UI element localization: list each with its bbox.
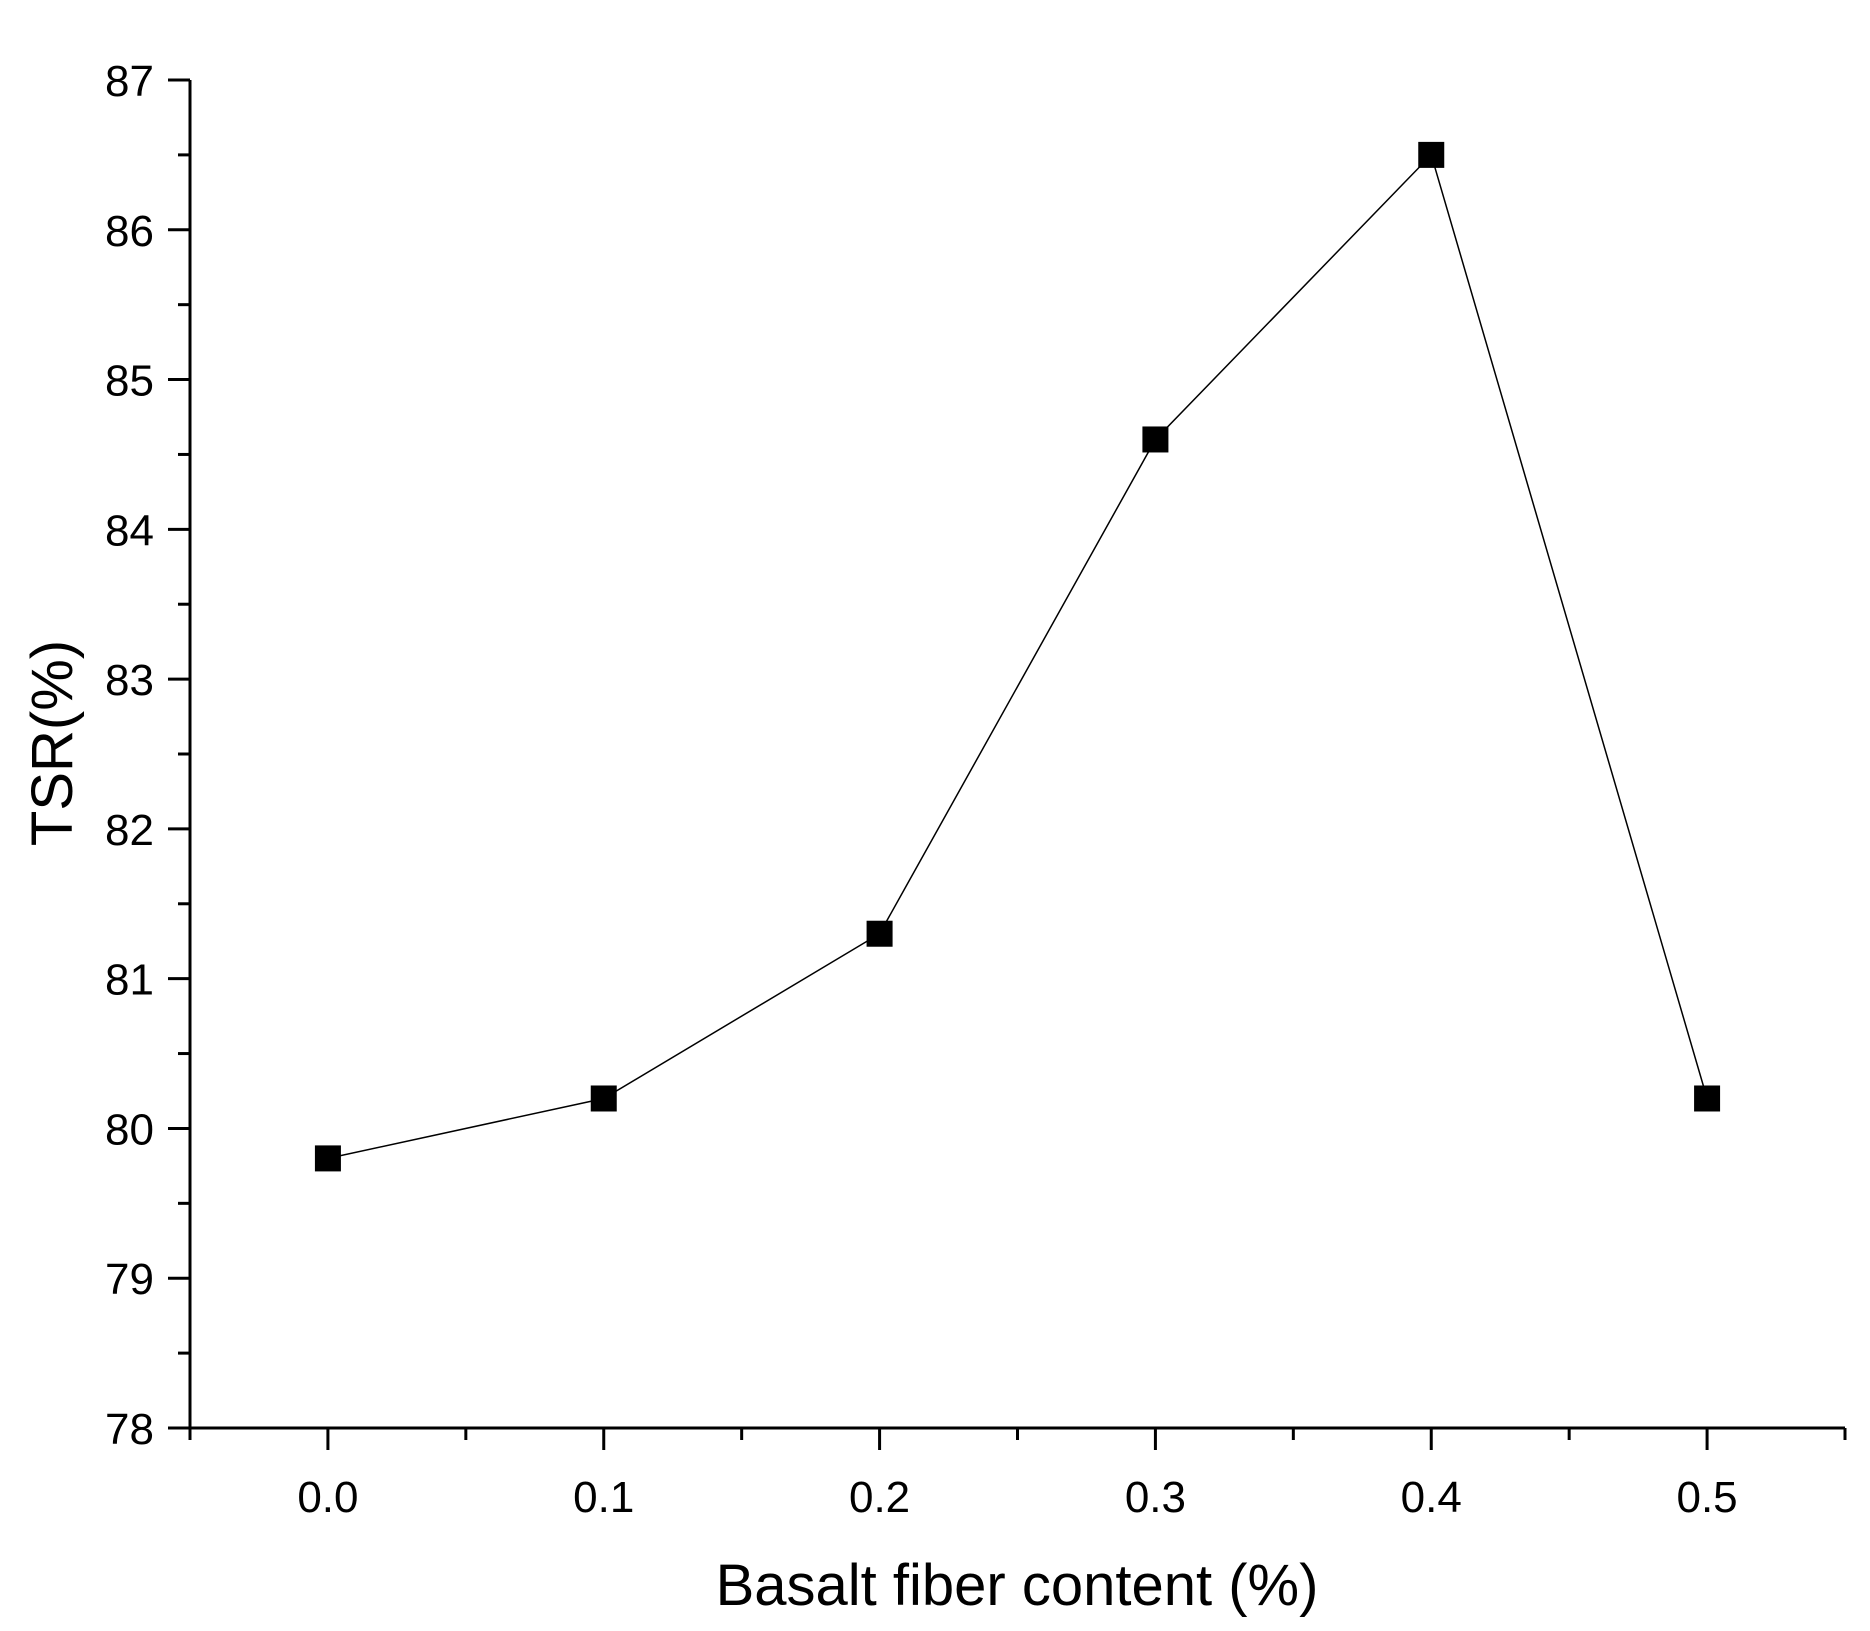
y-tick-label: 80 (105, 1105, 154, 1154)
data-point-marker (590, 1085, 617, 1112)
tick-labels: 78 79 80 81 82 83 84 85 86 87 0.0 0.1 0.2 0.3 0.4 0.5 (105, 57, 1738, 1522)
series-line (327, 153, 1708, 1160)
data-point-marker (866, 920, 893, 947)
x-tick-label: 0.3 (1125, 1473, 1186, 1522)
data-point-marker (1418, 141, 1445, 168)
y-tick-label: 84 (105, 506, 154, 555)
y-tick-label: 87 (105, 57, 154, 106)
y-tick-label: 78 (105, 1405, 154, 1454)
y-tick-label: 86 (105, 207, 154, 256)
data-point-marker (314, 1145, 341, 1172)
data-series (314, 141, 1721, 1172)
tick-marks (168, 78, 1847, 1450)
y-tick-label: 82 (105, 806, 154, 855)
x-axis-title: Basalt fiber content (%) (716, 1553, 1319, 1618)
x-tick-label: 0.4 (1401, 1473, 1462, 1522)
x-tick-label: 0.0 (297, 1473, 358, 1522)
y-tick-label: 81 (105, 956, 154, 1005)
y-axis-title: TSR(%) (20, 640, 85, 846)
data-point-marker (1142, 426, 1169, 453)
y-tick-label: 85 (105, 357, 154, 406)
x-tick-label: 0.1 (573, 1473, 634, 1522)
y-tick-label: 83 (105, 656, 154, 705)
data-point-marker (1694, 1085, 1721, 1112)
x-tick-label: 0.2 (849, 1473, 910, 1522)
x-tick-label: 0.5 (1676, 1473, 1737, 1522)
y-tick-label: 79 (105, 1255, 154, 1304)
axes (188, 80, 1845, 1430)
